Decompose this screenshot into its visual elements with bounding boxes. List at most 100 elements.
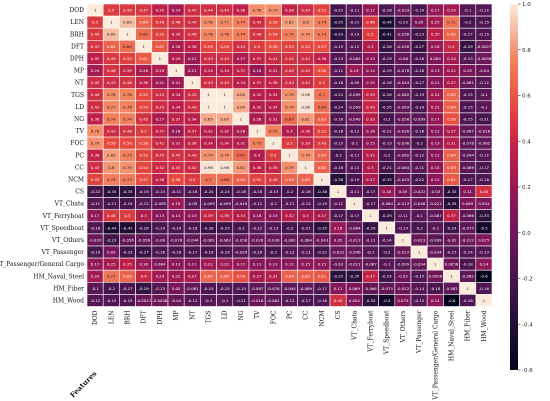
cell-value-label: -0.29 bbox=[382, 213, 393, 218]
cell-value-label: 0.41 bbox=[156, 141, 165, 146]
cell-value-label: 0.39 bbox=[172, 32, 181, 37]
cell-value-label: 0.78 bbox=[253, 7, 262, 12]
cell-value-label: 0.61 bbox=[139, 56, 148, 61]
cell-value-label: -0.25 bbox=[220, 225, 231, 230]
cell-value-label: 0.43 bbox=[285, 80, 294, 85]
cell-value-label: -0.16 bbox=[333, 80, 344, 85]
cell-value-label: 0.52 bbox=[253, 177, 262, 182]
cell-value-label: 0.05 bbox=[334, 237, 343, 242]
cell-value-label: -0.1 bbox=[383, 262, 391, 267]
cell-value-label: -0.18 bbox=[463, 262, 474, 267]
cell-value-label: 0.63 bbox=[447, 165, 456, 170]
cell-value-label: 0.42 bbox=[301, 80, 310, 85]
column-label: VT_Passenger bbox=[416, 310, 423, 354]
cell-value-label: 0.8 bbox=[303, 20, 310, 25]
cell-value-label: -0.049 bbox=[348, 116, 361, 121]
cell-value-label: 0.43 bbox=[253, 20, 262, 25]
cell-value-label: -0.044 bbox=[186, 237, 199, 242]
cell-value-label: 0.46 bbox=[188, 32, 197, 37]
column-labels: DOD LEN BRH DFT DPH MP NT TGS LD NG TV FOC PC CC NCM CS… bbox=[92, 310, 488, 401]
cell-value-label: 0.61 bbox=[447, 177, 456, 182]
cell-value-label: 0.43 bbox=[220, 56, 229, 61]
cell-value-label: -0.089 bbox=[461, 165, 474, 170]
row-label: CS bbox=[75, 189, 84, 196]
row-label: VT_Passenger/General Cargo bbox=[0, 261, 84, 268]
cell-value-label: 0.38 bbox=[91, 153, 100, 158]
cell-value-label: 0.24 bbox=[172, 7, 181, 12]
cell-value-label: -0.09 bbox=[349, 80, 360, 85]
cell-value-label: 0.24 bbox=[447, 56, 456, 61]
cell-value-label: -0.12 bbox=[382, 128, 393, 133]
cell-value-label: -0.033 bbox=[397, 7, 410, 12]
cell-value-label: 0.43 bbox=[91, 104, 100, 109]
cell-value-label: 0.75 bbox=[269, 128, 278, 133]
column-label: VT_Speedboat bbox=[384, 310, 391, 355]
cell-value-label: 0.34 bbox=[172, 104, 181, 109]
cell-value-label: -0.1 bbox=[432, 225, 440, 230]
cell-value-label: 0.12 bbox=[253, 262, 262, 267]
cell-value-label: 0.35 bbox=[123, 262, 132, 267]
cell-value-label: -0.1 bbox=[221, 298, 229, 303]
cell-value-label: 0.31 bbox=[172, 141, 181, 146]
cell-value-label: -0.14 bbox=[414, 286, 425, 291]
cell-value-label: 0.98 bbox=[220, 165, 229, 170]
cell-value-label: 0.28 bbox=[253, 116, 262, 121]
cell-value-label: 0.22 bbox=[447, 68, 456, 73]
row-label: VT_Others bbox=[51, 237, 84, 244]
cell-value-label: 0.32 bbox=[220, 128, 229, 133]
cell-value-label: -0.062 bbox=[267, 298, 280, 303]
cell-value-label: -0.19 bbox=[333, 44, 344, 49]
cell-value-label: -0.6 bbox=[448, 298, 456, 303]
cell-value-label: -0.2 bbox=[108, 286, 116, 291]
cell-value-label: -0.18 bbox=[171, 249, 182, 254]
cell-value-label: 0.43 bbox=[188, 7, 197, 12]
cell-value-label: 0.49 bbox=[318, 141, 327, 146]
cell-value-label: -0.21 bbox=[382, 165, 393, 170]
cell-value-label: -0.25 bbox=[382, 104, 393, 109]
cell-value-label: 0.43 bbox=[91, 165, 100, 170]
cell-value-label: -0.18 bbox=[333, 116, 344, 121]
cell-value-label: -0.03 bbox=[333, 262, 344, 267]
cell-value-label: -0.2 bbox=[286, 225, 294, 230]
cell-value-label: 0.13 bbox=[366, 56, 375, 61]
cell-value-label: 0.78 bbox=[204, 20, 213, 25]
colorbar-tick-label: 0.2 bbox=[522, 185, 531, 191]
cell-value-label: -0.1 bbox=[415, 213, 423, 218]
cell-value-label: 0.74 bbox=[107, 177, 116, 182]
cell-value-label: -0.19 bbox=[414, 104, 425, 109]
cell-value-label: 0.27 bbox=[253, 274, 262, 279]
cell-value-label: 0.42 bbox=[156, 165, 165, 170]
cell-value-label: 0.13 bbox=[431, 68, 440, 73]
cell-value-label: -0.036 bbox=[397, 141, 410, 146]
colorbar-tick-label: -0.2 bbox=[522, 277, 533, 283]
cell-value-label: 0.65 bbox=[123, 274, 132, 279]
cell-value-label: -0.35 bbox=[333, 20, 344, 25]
cell-value-label: 0.14 bbox=[366, 68, 375, 73]
cell-value-label: 1 bbox=[159, 56, 162, 61]
cell-value-label: -0.17 bbox=[365, 189, 376, 194]
cell-value-label: -0.44 bbox=[382, 20, 393, 25]
cell-value-label: 0.61 bbox=[156, 44, 165, 49]
cell-value-label: -0.38 bbox=[333, 177, 344, 182]
cell-value-label: -0.13 bbox=[479, 249, 490, 254]
cell-value-label: -0.18 bbox=[414, 68, 425, 73]
cell-value-label: -0.19 bbox=[349, 32, 360, 37]
cell-value-label: 0.45 bbox=[285, 56, 294, 61]
cell-value-label: 0.33 bbox=[237, 213, 246, 218]
cell-value-label: 0.39 bbox=[301, 141, 310, 146]
cell-value-label: 1 bbox=[385, 225, 388, 230]
cell-value-label: -0.064 bbox=[299, 237, 312, 242]
cell-value-label: -0.058 bbox=[235, 237, 248, 242]
cell-value-label: 0.37 bbox=[447, 213, 456, 218]
cell-value-label: 0.53 bbox=[318, 7, 327, 12]
heatmap-cells: 1 0.5 0.49 0.47 0.35 0.24 0.43 0.44 0.43 0.36 0.78… bbox=[86, 3, 493, 307]
cell-value-label: -0.18 bbox=[414, 56, 425, 61]
cell-value-label: -0.23 bbox=[122, 249, 133, 254]
cell-value-label: 0.32 bbox=[285, 213, 294, 218]
cell-value-label: -0.2 bbox=[383, 153, 391, 158]
cell-value-label: 0.74 bbox=[123, 116, 132, 121]
cell-value-label: 0.14 bbox=[480, 262, 489, 267]
cell-value-label: -0.29 bbox=[463, 44, 474, 49]
cell-value-label: 0.58 bbox=[237, 274, 246, 279]
cell-value-label: -0.23 bbox=[398, 20, 409, 25]
